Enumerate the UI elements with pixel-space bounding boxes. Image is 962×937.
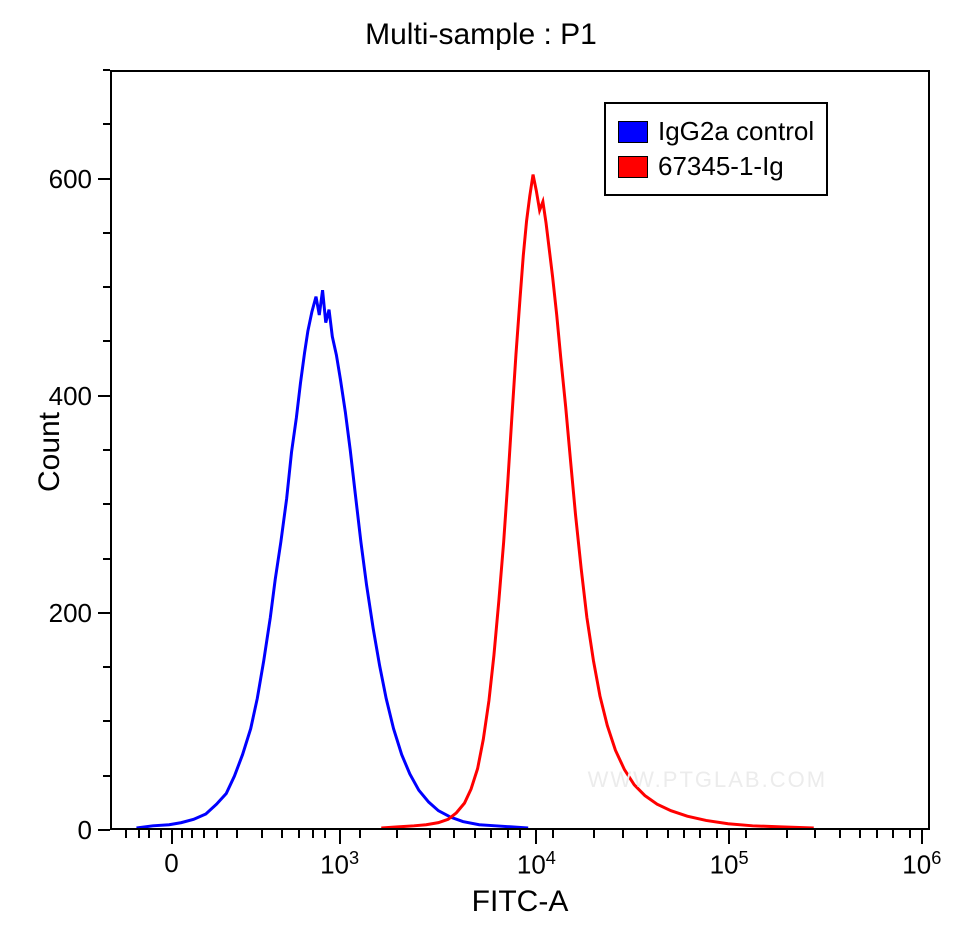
x-tick-label: 104: [506, 848, 566, 881]
legend-label: 67345-1-Ig: [658, 151, 784, 182]
chart-title: Multi-sample : P1: [0, 18, 962, 52]
series-line: [381, 175, 813, 828]
legend-item: IgG2a control: [618, 116, 814, 147]
legend-item: 67345-1-Ig: [618, 151, 814, 182]
x-tick-label: 106: [892, 848, 952, 881]
legend-swatch: [618, 121, 648, 143]
y-tick-label: 600: [49, 164, 92, 195]
y-tick-label: 0: [78, 815, 92, 846]
x-tick-label: 105: [699, 848, 759, 881]
y-tick-label: 400: [49, 381, 92, 412]
flow-cytometry-chart: Multi-sample : P1 IgG2a control 67345-1-I…: [0, 0, 962, 937]
legend-label: IgG2a control: [658, 116, 814, 147]
x-axis-label: FITC-A: [110, 885, 930, 919]
legend-swatch: [618, 156, 648, 178]
x-tick-label: 103: [310, 848, 370, 881]
y-tick-label: 200: [49, 598, 92, 629]
x-tick-label: 0: [142, 848, 202, 879]
watermark: WWW.PTGLAB.COM: [588, 767, 827, 793]
legend: IgG2a control 67345-1-Ig: [604, 102, 828, 196]
plot-area: IgG2a control 67345-1-Ig WWW.PTGLAB.COM: [110, 70, 930, 830]
series-line: [136, 290, 528, 828]
y-axis-label: Count: [33, 412, 67, 492]
